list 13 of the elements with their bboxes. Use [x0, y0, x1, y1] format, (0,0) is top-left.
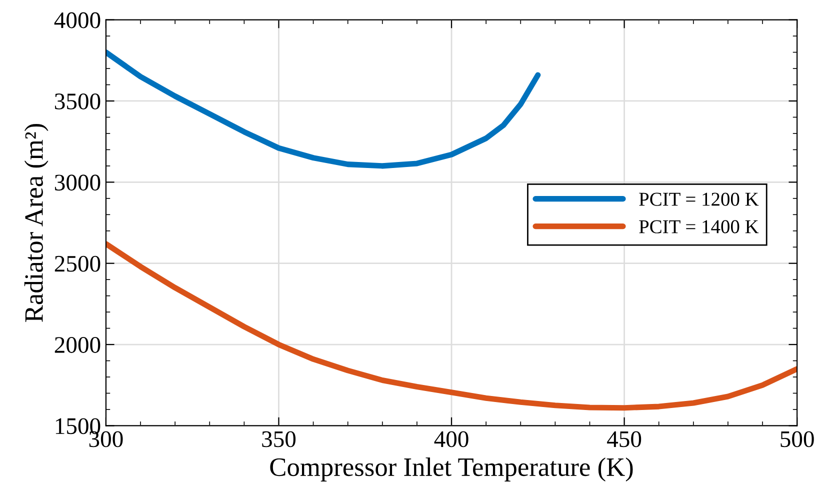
- x-tick-label: 400: [434, 431, 468, 448]
- y-tick-label: 3500: [54, 93, 100, 110]
- legend-label: PCIT = 1400 K: [639, 220, 759, 234]
- x-tick-label: 500: [780, 431, 814, 448]
- x-axis-title: Compressor Inlet Temperature (K): [270, 458, 633, 482]
- y-tick-label: 2500: [54, 256, 100, 272]
- y-tick-label: 2000: [54, 337, 100, 353]
- x-tick-label: 350: [262, 431, 296, 448]
- x-tick-label: 450: [607, 431, 642, 448]
- y-tick-label: 4000: [54, 12, 100, 28]
- legend-label: PCIT = 1200 K: [639, 192, 759, 206]
- y-axis-title: Radiator Area (m²): [24, 124, 48, 322]
- y-tick-label: 3000: [54, 174, 100, 191]
